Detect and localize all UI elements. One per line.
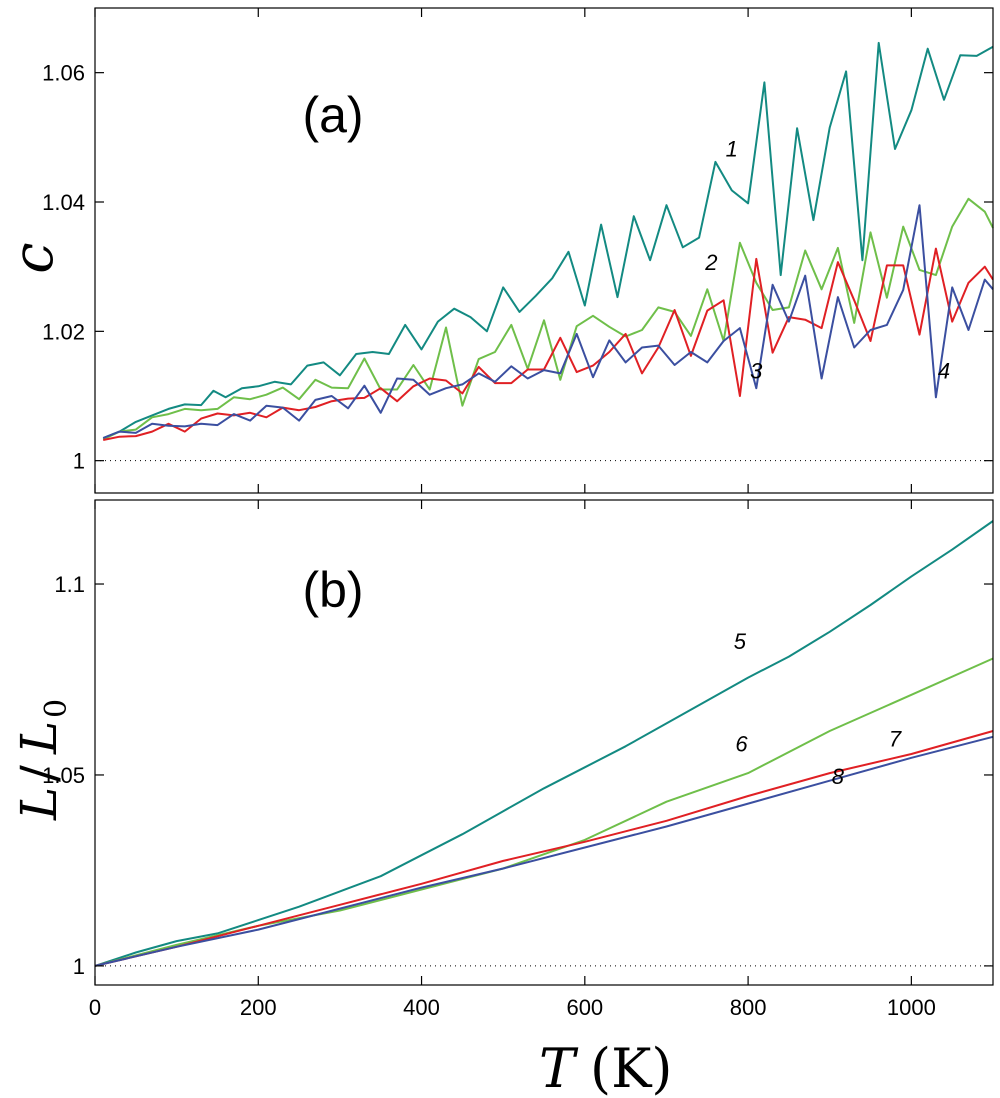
curve-label-5: 5	[734, 629, 747, 654]
panel-b: 5 6 7 8 0 200 400 600 800 1000 1 1.05 1.1 (b)	[42, 499, 994, 1020]
y-tick-label: 1.05	[42, 763, 85, 788]
panel-label: (a)	[302, 87, 363, 143]
y-tick-label: 1.1	[54, 572, 85, 597]
x-tick-label: 0	[89, 995, 101, 1020]
y-tick-label: 1.06	[42, 61, 85, 86]
x-axis-symbol: T	[539, 1037, 579, 1098]
ylabel-b-denominator: L	[10, 721, 68, 755]
y-tick-label: 1.04	[42, 190, 85, 215]
x-tick-label: 200	[240, 995, 277, 1020]
ylabel-b-slash: /	[10, 765, 68, 782]
panel-a: 1 2 3 4 1 1.02 1.04 1.06 (a)	[42, 7, 994, 494]
x-tick-label: 800	[730, 995, 767, 1020]
ylabel-b-bar: ‾	[0, 797, 24, 818]
plot-frame	[94, 499, 994, 986]
series-line-1	[102, 41, 994, 439]
curve-label-7: 7	[889, 726, 902, 751]
curve-label-1: 1	[726, 137, 738, 162]
y-axis-title-b: L ‾ / L 0	[0, 699, 74, 821]
series-line-3	[103, 247, 994, 441]
series-line-4	[102, 204, 994, 439]
panel-label: (b)	[302, 562, 363, 618]
x-axis-title: T (K)	[539, 1037, 673, 1098]
ylabel-b-numerator: L	[10, 787, 68, 821]
curve-label-4: 4	[938, 359, 950, 384]
series-line-5	[94, 520, 994, 967]
y-tick-label: 1	[73, 954, 85, 979]
x-axis-unit: (K)	[590, 1037, 672, 1098]
series-line-8	[94, 735, 994, 967]
y-tick-label: 1	[73, 449, 85, 474]
x-tick-label: 1000	[887, 995, 936, 1020]
series-line-6	[94, 657, 994, 967]
curve-label-6: 6	[735, 731, 748, 756]
curve-label-2: 2	[704, 250, 717, 275]
y-tick-label: 1.02	[42, 319, 85, 344]
plot-frame	[94, 7, 994, 494]
curve-label-8: 8	[832, 764, 845, 789]
series-line-7	[94, 730, 994, 967]
x-tick-label: 400	[403, 995, 440, 1020]
x-tick-label: 600	[566, 995, 603, 1020]
ylabel-b-subscript: 0	[39, 699, 74, 718]
curve-label-3: 3	[750, 359, 763, 384]
y-axis-title-a: c	[1, 242, 66, 273]
series-line-2	[102, 197, 994, 441]
